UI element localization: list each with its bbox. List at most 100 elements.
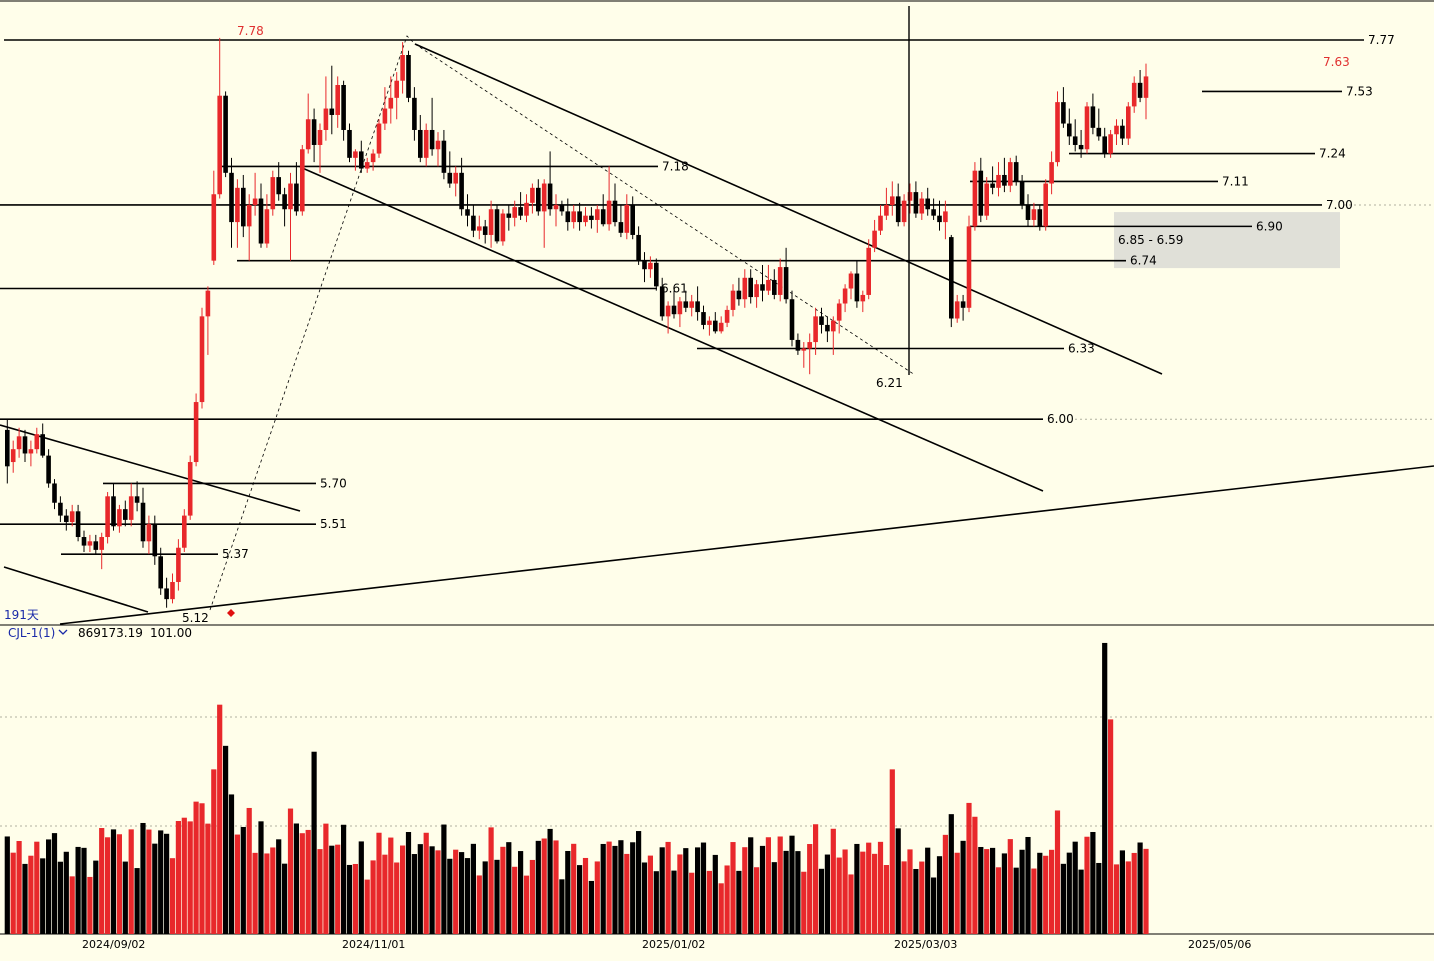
- candle-body: [583, 215, 588, 223]
- volume-bar: [765, 837, 771, 934]
- volume-bar: [152, 843, 158, 934]
- volume-bar: [535, 840, 541, 934]
- price-level-label: 7.18: [662, 159, 689, 173]
- volume-bar: [1108, 719, 1114, 934]
- volume-bar: [110, 829, 117, 934]
- volume-bar: [1072, 841, 1078, 934]
- candle-body: [1090, 106, 1096, 128]
- volume-bar: [122, 861, 128, 934]
- date-tick-label: 2024/11/01: [342, 938, 405, 951]
- volume-indicator-name[interactable]: CJL-1(1): [8, 626, 55, 640]
- price-level-label: 7.53: [1346, 84, 1373, 98]
- volume-bar: [966, 802, 972, 934]
- candle-body: [229, 172, 234, 223]
- candle-body: [16, 436, 22, 450]
- candle-body: [777, 267, 783, 295]
- volume-bar: [777, 836, 783, 934]
- volume-bar: [936, 856, 943, 934]
- volume-bar: [276, 839, 282, 934]
- volume-bar: [641, 862, 648, 934]
- candle-body: [736, 290, 742, 300]
- volume-bar: [659, 847, 665, 934]
- volume-bar: [405, 832, 412, 934]
- volume-bar: [877, 841, 884, 934]
- volume-bar: [683, 848, 689, 934]
- chevron-down-icon[interactable]: [58, 629, 68, 635]
- volume-bar: [1113, 864, 1120, 934]
- volume-bar: [364, 879, 370, 934]
- volume-bar: [677, 854, 683, 934]
- candle-body: [612, 200, 618, 223]
- candle-body: [1137, 82, 1143, 98]
- trend-line: [299, 166, 1044, 492]
- candle-body: [111, 496, 116, 527]
- volume-bar: [382, 854, 388, 934]
- candle-body: [901, 200, 907, 223]
- candle-body: [270, 177, 276, 210]
- volume-bar: [317, 849, 323, 934]
- volume-bar: [69, 876, 75, 934]
- candle-body: [677, 301, 683, 315]
- volume-bar: [830, 828, 836, 934]
- volume-bar: [1060, 863, 1066, 934]
- volume-bars: [4, 642, 1149, 934]
- candle-body: [99, 537, 104, 550]
- volume-bar: [506, 842, 512, 934]
- volume-bar: [1102, 642, 1108, 934]
- candle-body: [246, 204, 252, 227]
- price-level-label: 5.51: [320, 517, 347, 531]
- volume-bar: [28, 855, 34, 934]
- volume-bar: [919, 861, 925, 934]
- candle-body: [1126, 106, 1131, 139]
- price-level-label: 7.77: [1368, 33, 1395, 47]
- volume-bar: [724, 865, 730, 934]
- candle-body: [52, 483, 57, 503]
- volume-bar: [423, 832, 429, 934]
- volume-bar: [1037, 852, 1043, 934]
- volume-bar: [346, 864, 353, 934]
- volume-bar: [872, 853, 878, 934]
- candle-body: [335, 84, 340, 115]
- candle-body: [659, 286, 665, 317]
- volume-bar: [695, 847, 701, 934]
- candle-body: [500, 213, 506, 242]
- volume-bar: [647, 855, 653, 934]
- candle-body: [1078, 144, 1084, 150]
- candle-body: [624, 204, 630, 233]
- signal-diamond: [227, 609, 235, 617]
- volume-bar: [93, 860, 99, 934]
- volume-bar: [1001, 853, 1007, 934]
- candle-body: [943, 211, 948, 223]
- gap-zone-rect: [1114, 212, 1340, 269]
- low-label: 6.21: [876, 376, 903, 390]
- candle-body: [370, 153, 376, 163]
- candle-body: [1067, 123, 1072, 137]
- trend-line: [3, 566, 149, 613]
- volume-bar: [105, 837, 111, 934]
- volume-bar: [795, 851, 801, 934]
- candle-body: [707, 320, 712, 325]
- volume-bar: [146, 829, 152, 934]
- volume-bar: [447, 858, 453, 934]
- volume-bar: [1143, 848, 1149, 934]
- candle-body: [990, 183, 995, 188]
- candle-body: [730, 290, 736, 310]
- candle-body: [636, 234, 641, 261]
- candle-body: [329, 108, 335, 115]
- volume-bar: [1019, 849, 1025, 934]
- volume-bar: [523, 875, 530, 934]
- candle-body: [423, 129, 429, 158]
- candle-body: [81, 537, 87, 546]
- volume-bar: [736, 870, 742, 934]
- candle-body: [394, 80, 399, 98]
- volume-bar: [470, 843, 476, 934]
- volume-bar: [441, 824, 447, 934]
- volume-bar: [1066, 852, 1072, 934]
- volume-bar: [1137, 842, 1143, 934]
- candle-body: [642, 260, 647, 270]
- volume-bar: [1007, 839, 1013, 934]
- candle-body: [488, 209, 494, 235]
- volume-bar: [718, 883, 724, 934]
